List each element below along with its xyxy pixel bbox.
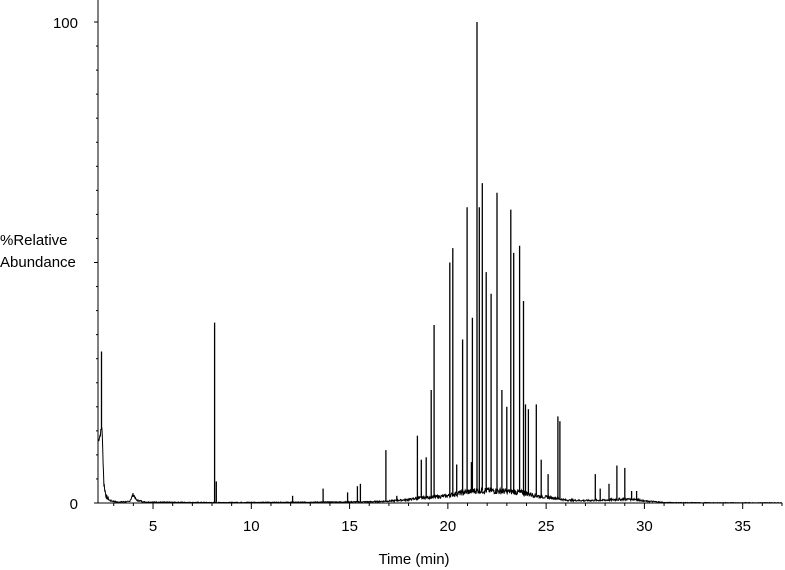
x-axis-title: Time (min) — [378, 551, 449, 568]
x-tick-label: 35 — [734, 518, 751, 535]
x-tick-label: 30 — [636, 518, 653, 535]
x-tick-label: 15 — [341, 518, 358, 535]
y-axis-title-line-2: Abundance — [0, 254, 76, 271]
chromatogram-trace — [97, 427, 783, 504]
y-tick-label: 100 — [53, 15, 78, 32]
y-tick-label: 0 — [70, 496, 78, 513]
x-tick-label: 5 — [149, 518, 157, 535]
x-tick-label: 10 — [243, 518, 260, 535]
x-axis: 5 10 15 20 25 30 35 — [98, 502, 783, 535]
peaks — [100, 22, 638, 503]
x-tick-label: 20 — [440, 518, 457, 535]
y-axis-title-line-1: %Relative — [0, 232, 68, 249]
y-axis: 0 100 — [53, 0, 99, 513]
x-tick-label: 25 — [538, 518, 555, 535]
